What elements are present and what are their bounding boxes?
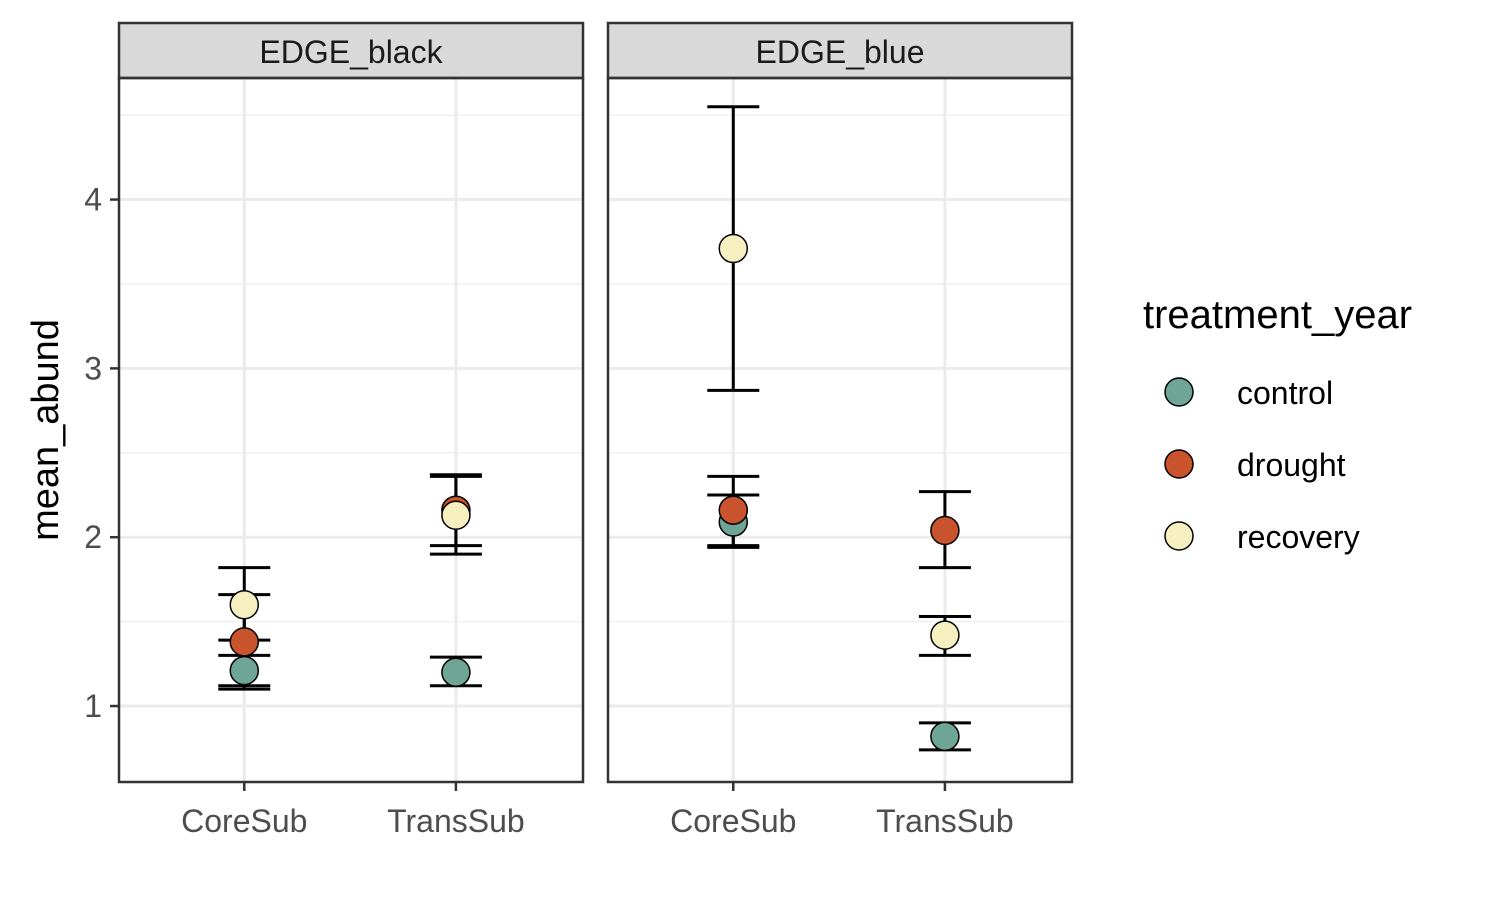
legend-key-recovery — [1164, 521, 1194, 551]
panel-EDGE_blue: EDGE_blue CoreSub TransSub — [606, 21, 1074, 839]
point-recovery — [229, 589, 260, 620]
strip-background — [117, 21, 585, 80]
x-tick-label: CoreSub — [181, 803, 307, 839]
legend-label: control — [1237, 375, 1333, 411]
panel-border — [606, 76, 1074, 784]
x-tick-label: CoreSub — [670, 803, 796, 839]
point-recovery — [441, 500, 471, 531]
strip-label: EDGE_blue — [756, 34, 925, 70]
y-tick-label: 2 — [84, 519, 102, 555]
point-control — [930, 721, 960, 752]
legend-item-recovery: recovery — [1164, 519, 1360, 555]
point-drought — [229, 627, 260, 657]
x-tick-label: TransSub — [876, 803, 1014, 839]
legend-label: drought — [1237, 447, 1346, 483]
legend-key-drought — [1164, 449, 1194, 479]
points — [718, 233, 960, 752]
points — [229, 495, 471, 688]
panel-background — [119, 78, 583, 782]
point-control — [229, 655, 260, 686]
panel-EDGE_black: EDGE_black CoreSub TransSub — [117, 21, 585, 839]
legend-item-drought: drought — [1164, 447, 1346, 483]
point-recovery — [930, 620, 960, 650]
legend-title: treatment_year — [1143, 293, 1412, 337]
strip-background — [606, 21, 1074, 80]
point-recovery — [718, 233, 749, 264]
point-drought — [930, 515, 960, 546]
panel-background — [608, 78, 1072, 782]
y-axis: 1 2 3 4 — [84, 182, 119, 724]
panel-border — [117, 76, 585, 784]
legend-item-control: control — [1164, 375, 1333, 411]
legend-label: recovery — [1237, 519, 1360, 555]
y-tick-label: 1 — [84, 688, 102, 724]
x-tick-label: TransSub — [387, 803, 525, 839]
facet-panels: EDGE_black CoreSub TransSub EDGE_blue CoreSu… — [117, 21, 1074, 839]
point-control — [441, 657, 471, 688]
y-tick-label: 3 — [84, 350, 102, 386]
legend: treatment_year control drought recovery — [1143, 293, 1412, 555]
point-drought — [718, 495, 749, 525]
y-tick-label: 4 — [84, 182, 102, 218]
y-axis-title: mean_abund — [25, 319, 67, 541]
strip-label: EDGE_black — [259, 34, 443, 70]
legend-key-control — [1164, 377, 1194, 407]
legend-items: control drought recovery — [1164, 375, 1360, 555]
